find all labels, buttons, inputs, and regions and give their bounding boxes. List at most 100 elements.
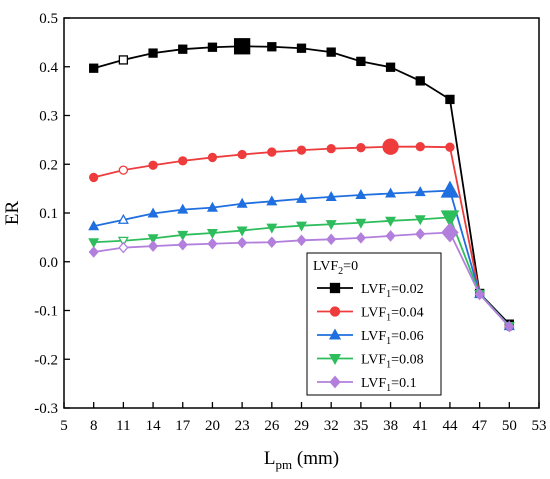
- y-axis-title: ER: [2, 201, 23, 226]
- data-point-marker: [326, 143, 336, 154]
- data-point-marker: [177, 230, 189, 241]
- series-diamond: [88, 222, 515, 333]
- y-tick-label: -0.2: [34, 352, 58, 368]
- y-tick-label: 0.3: [39, 109, 58, 125]
- data-point-marker: [356, 143, 366, 153]
- data-point-marker: [207, 237, 218, 250]
- data-point-marker: [118, 241, 129, 254]
- data-point-marker: [117, 236, 129, 247]
- legend-marker: [329, 306, 341, 317]
- data-point-marker: [177, 203, 189, 214]
- data-point-marker: [296, 145, 307, 155]
- data-point-marker: [266, 223, 278, 234]
- data-point-marker: [147, 207, 159, 218]
- highlight-point-marker: [440, 180, 460, 198]
- data-point-marker: [206, 201, 218, 212]
- legend-marker: [329, 282, 341, 294]
- data-point-marker: [148, 160, 158, 170]
- data-point-marker: [445, 94, 455, 105]
- legend-label: LVF1=0.02: [361, 282, 424, 300]
- data-point-marker: [415, 228, 426, 240]
- x-tick-label: 5: [60, 418, 68, 434]
- data-point-marker: [326, 47, 336, 57]
- x-tick-label: 50: [502, 418, 517, 434]
- data-point-marker: [296, 234, 307, 247]
- data-point-marker: [355, 189, 367, 200]
- x-tick-label: 35: [353, 418, 368, 434]
- data-point-marker: [177, 238, 188, 251]
- data-point-marker: [89, 172, 99, 183]
- data-point-marker: [415, 76, 425, 86]
- legend-marker: [328, 328, 342, 340]
- legend-label: LVF1=0.1: [361, 376, 417, 394]
- data-point-marker: [88, 246, 99, 258]
- x-tick-label: 29: [294, 418, 309, 434]
- data-point-marker: [148, 48, 158, 58]
- x-axis-title-sub: pm: [276, 457, 293, 472]
- legend-box: [306, 252, 442, 396]
- x-tick-label: 26: [264, 418, 280, 434]
- x-tick-label: 44: [442, 418, 458, 434]
- data-point-marker: [147, 234, 159, 245]
- data-point-marker: [296, 192, 307, 203]
- data-point-marker: [206, 228, 218, 239]
- data-point-marker: [117, 213, 129, 224]
- data-point-marker: [355, 218, 367, 229]
- data-point-marker: [266, 236, 277, 249]
- x-tick-label: 32: [324, 418, 339, 434]
- x-axis-title: Lpm (mm): [264, 448, 339, 472]
- x-axis-title-unit: (mm): [292, 448, 339, 469]
- data-point-marker: [415, 142, 425, 152]
- x-tick-label: 14: [146, 418, 162, 434]
- y-tick-label: 0.4: [39, 60, 58, 76]
- x-tick-label: 47: [472, 418, 488, 434]
- data-point-marker: [504, 320, 515, 333]
- x-axis-title-main: L: [264, 448, 276, 469]
- data-point-marker: [414, 215, 426, 226]
- x-tick-label: 8: [90, 418, 98, 434]
- data-point-marker: [236, 197, 248, 208]
- x-tick-label: 11: [116, 418, 130, 434]
- series-triangle-up: [88, 180, 515, 331]
- data-point-marker: [118, 55, 129, 65]
- y-tick-label: 0.1: [39, 206, 58, 222]
- legend-marker: [329, 375, 341, 389]
- data-point-marker: [237, 149, 247, 160]
- legend-label: LVF1=0.08: [361, 353, 424, 371]
- x-tick-label: 53: [532, 418, 547, 434]
- highlight-point-marker: [440, 210, 460, 228]
- data-point-marker: [88, 220, 100, 231]
- axes: 5 8 11 14 17 20 23 26 29 32 35 38 41 44 47 50 53 -0.3 -0.2…: [2, 11, 547, 472]
- data-point-marker: [118, 165, 129, 175]
- legend-title: LVF2=0: [313, 259, 358, 277]
- legend-marker: [328, 354, 342, 366]
- data-point-marker: [237, 236, 248, 249]
- data-point-marker: [474, 288, 485, 301]
- data-point-marker: [207, 42, 218, 52]
- data-point-marker: [296, 43, 307, 53]
- data-point-marker: [325, 220, 337, 231]
- highlight-point-marker: [233, 38, 251, 55]
- data-point-marker: [89, 63, 99, 73]
- data-point-marker: [355, 232, 366, 244]
- data-point-marker: [385, 62, 396, 72]
- y-tick-label: -0.3: [34, 401, 58, 417]
- data-point-marker: [385, 230, 396, 242]
- y-tick-label: -0.1: [34, 304, 58, 320]
- data-point-marker: [147, 240, 159, 252]
- data-point-marker: [385, 216, 397, 227]
- y-tick-label: 0.0: [39, 255, 58, 271]
- data-point-marker: [325, 190, 337, 201]
- data-point-marker: [356, 56, 366, 67]
- x-tick-label: 38: [383, 418, 398, 434]
- x-tick-label: 17: [175, 418, 191, 434]
- x-tick-label: 41: [413, 418, 428, 434]
- highlight-point-marker: [382, 138, 399, 155]
- y-tick-label: 0.5: [39, 11, 58, 27]
- data-point-marker: [207, 152, 218, 163]
- x-tick-label: 23: [235, 418, 250, 434]
- y-tick-label: 0.2: [39, 157, 58, 173]
- x-tick-label: 20: [205, 418, 220, 434]
